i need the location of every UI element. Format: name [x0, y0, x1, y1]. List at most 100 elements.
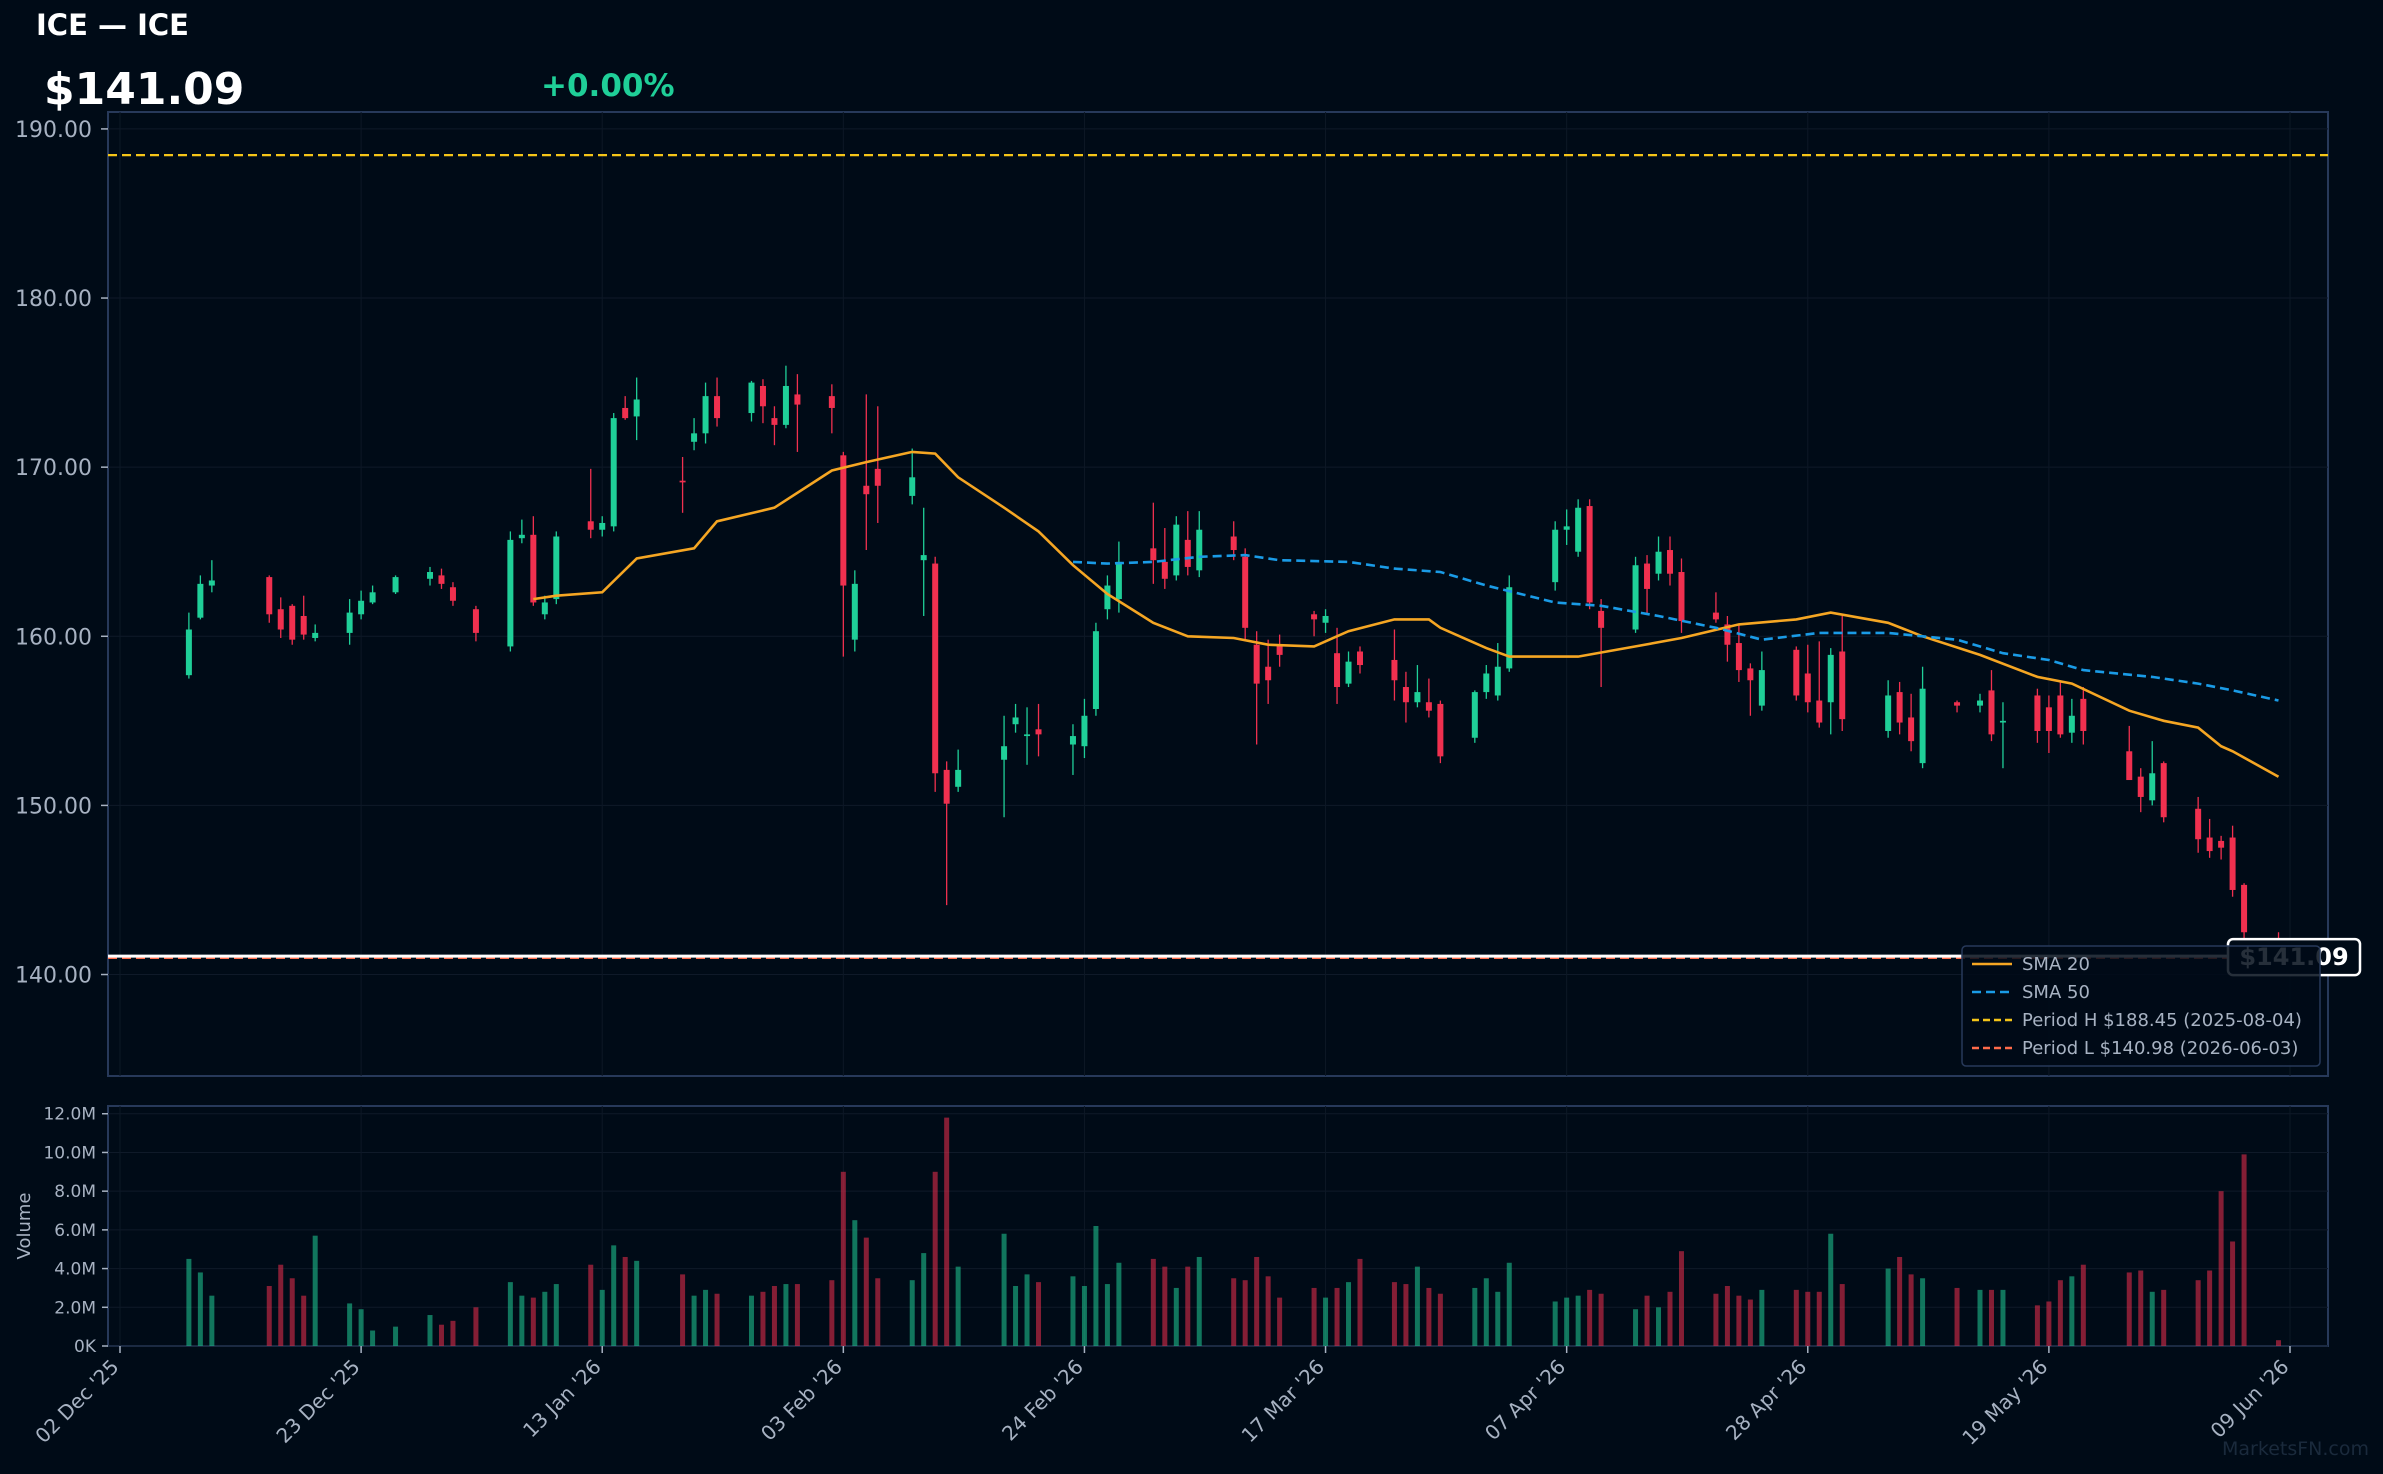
volume-tick-label: 10.0M [43, 1143, 96, 1163]
candle-body [874, 468, 881, 486]
volume-bar [760, 1291, 766, 1346]
volume-bar [1598, 1293, 1604, 1346]
candle [1253, 631, 1260, 745]
candle [622, 396, 629, 420]
candle [1586, 499, 1593, 610]
candle [909, 448, 916, 505]
candle [1644, 555, 1651, 615]
y-tick-label: 160.00 [15, 625, 92, 650]
candle [1908, 693, 1915, 752]
volume-bar [2080, 1264, 2086, 1346]
candle-body [1552, 529, 1559, 583]
candle-body [1598, 610, 1605, 628]
volume-bar [2138, 1270, 2144, 1346]
candle-body [438, 575, 445, 584]
candle-body [932, 563, 939, 774]
chart-title: ICE — ICE [36, 8, 189, 42]
candle-body [1999, 720, 2006, 723]
candle [943, 761, 950, 906]
volume-bar [691, 1295, 697, 1346]
volume-bar [393, 1326, 399, 1346]
candle [266, 575, 273, 623]
candle [1334, 627, 1341, 704]
candle-body [2137, 776, 2144, 797]
legend-entry: SMA 20 [2022, 954, 2090, 975]
candle [1563, 509, 1570, 545]
volume-panel-frame [107, 1105, 2329, 1347]
volume-bar [1265, 1276, 1271, 1346]
volume-bar [1828, 1233, 1834, 1346]
volume-bar [289, 1278, 295, 1346]
candle-body [1667, 550, 1673, 574]
candle-body [208, 580, 215, 586]
volume-bar [783, 1284, 789, 1346]
candle-body [587, 521, 594, 530]
candle [1345, 651, 1352, 688]
legend-box [1961, 945, 2321, 1067]
volume-bar [1242, 1280, 1248, 1346]
volume-bar [2034, 1305, 2040, 1346]
volume-tick-label: 8.0M [54, 1182, 96, 1202]
candle [1265, 639, 1272, 704]
volume-bar [1081, 1286, 1087, 1346]
candle [1173, 516, 1180, 581]
volume-bar [2276, 1340, 2282, 1346]
candle-body [794, 394, 801, 405]
candle-body [289, 605, 296, 640]
legend-entry: Period H $188.45 (2025-08-04) [2022, 1010, 2302, 1031]
candle [759, 379, 766, 424]
candle-body [2241, 884, 2248, 933]
x-tick-label: 07 Apr '26 [1480, 1355, 1570, 1445]
candle-body [2080, 698, 2087, 731]
volume-bar [771, 1286, 777, 1346]
volume-bar [2195, 1280, 2201, 1346]
candle-body [1184, 539, 1191, 567]
volume-bar [2000, 1289, 2006, 1346]
candle [1678, 558, 1685, 633]
candle [1242, 548, 1249, 642]
price-panel: 140.00150.00160.00170.00180.00190.00$141… [15, 111, 2362, 1077]
volume-bar [542, 1291, 548, 1346]
candle-body [2218, 840, 2225, 848]
candle [1230, 521, 1237, 561]
candle [1758, 651, 1765, 711]
candle [1827, 648, 1834, 735]
candle [1402, 671, 1409, 723]
candle [1655, 536, 1662, 581]
volume-bar [1483, 1278, 1489, 1346]
candle-body [1161, 561, 1168, 579]
candle [1069, 724, 1076, 775]
volume-bar [186, 1258, 192, 1346]
candle [1816, 641, 1823, 728]
candle [1035, 703, 1042, 757]
candle-body [691, 433, 698, 442]
candle [392, 575, 399, 594]
x-tick-label: 28 Apr '26 [1721, 1355, 1811, 1445]
candle [1425, 678, 1432, 718]
candle [1667, 536, 1673, 586]
volume-bar [553, 1284, 559, 1346]
candle-body [472, 609, 479, 633]
candle [197, 575, 204, 620]
volume-bar [2207, 1270, 2213, 1346]
candle [1896, 681, 1903, 735]
candle-body [679, 480, 686, 483]
candle-body [1724, 624, 1731, 645]
candle [828, 384, 835, 434]
volume-bar [1357, 1258, 1363, 1346]
candle-body [828, 396, 835, 408]
volume-bar [278, 1264, 284, 1346]
candle [553, 531, 560, 605]
candle-body [1253, 644, 1260, 684]
candle [312, 624, 319, 642]
candle [2045, 695, 2052, 753]
candle-body [1632, 565, 1639, 630]
candle-body [1024, 734, 1031, 737]
volume-bar [1885, 1268, 1891, 1346]
candle [1150, 502, 1157, 584]
volume-bar [1644, 1295, 1650, 1346]
candle [1024, 707, 1031, 765]
x-tick-label: 24 Feb '26 [997, 1355, 1088, 1446]
volume-bar [1070, 1276, 1076, 1346]
